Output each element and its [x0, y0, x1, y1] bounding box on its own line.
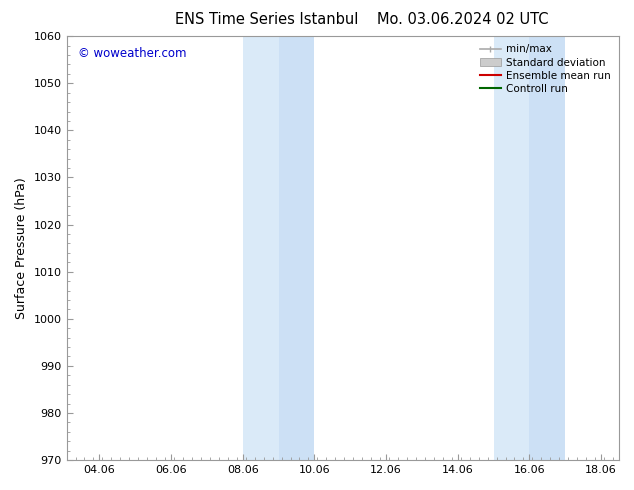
Bar: [278, 36, 314, 460]
Y-axis label: Surface Pressure (hPa): Surface Pressure (hPa): [15, 177, 28, 319]
Bar: [494, 36, 529, 460]
Bar: [243, 36, 278, 460]
Bar: [529, 36, 566, 460]
Legend: min/max, Standard deviation, Ensemble mean run, Controll run: min/max, Standard deviation, Ensemble me…: [477, 41, 614, 97]
Text: © woweather.com: © woweather.com: [77, 47, 186, 60]
Text: Mo. 03.06.2024 02 UTC: Mo. 03.06.2024 02 UTC: [377, 12, 548, 27]
Text: ENS Time Series Istanbul: ENS Time Series Istanbul: [174, 12, 358, 27]
